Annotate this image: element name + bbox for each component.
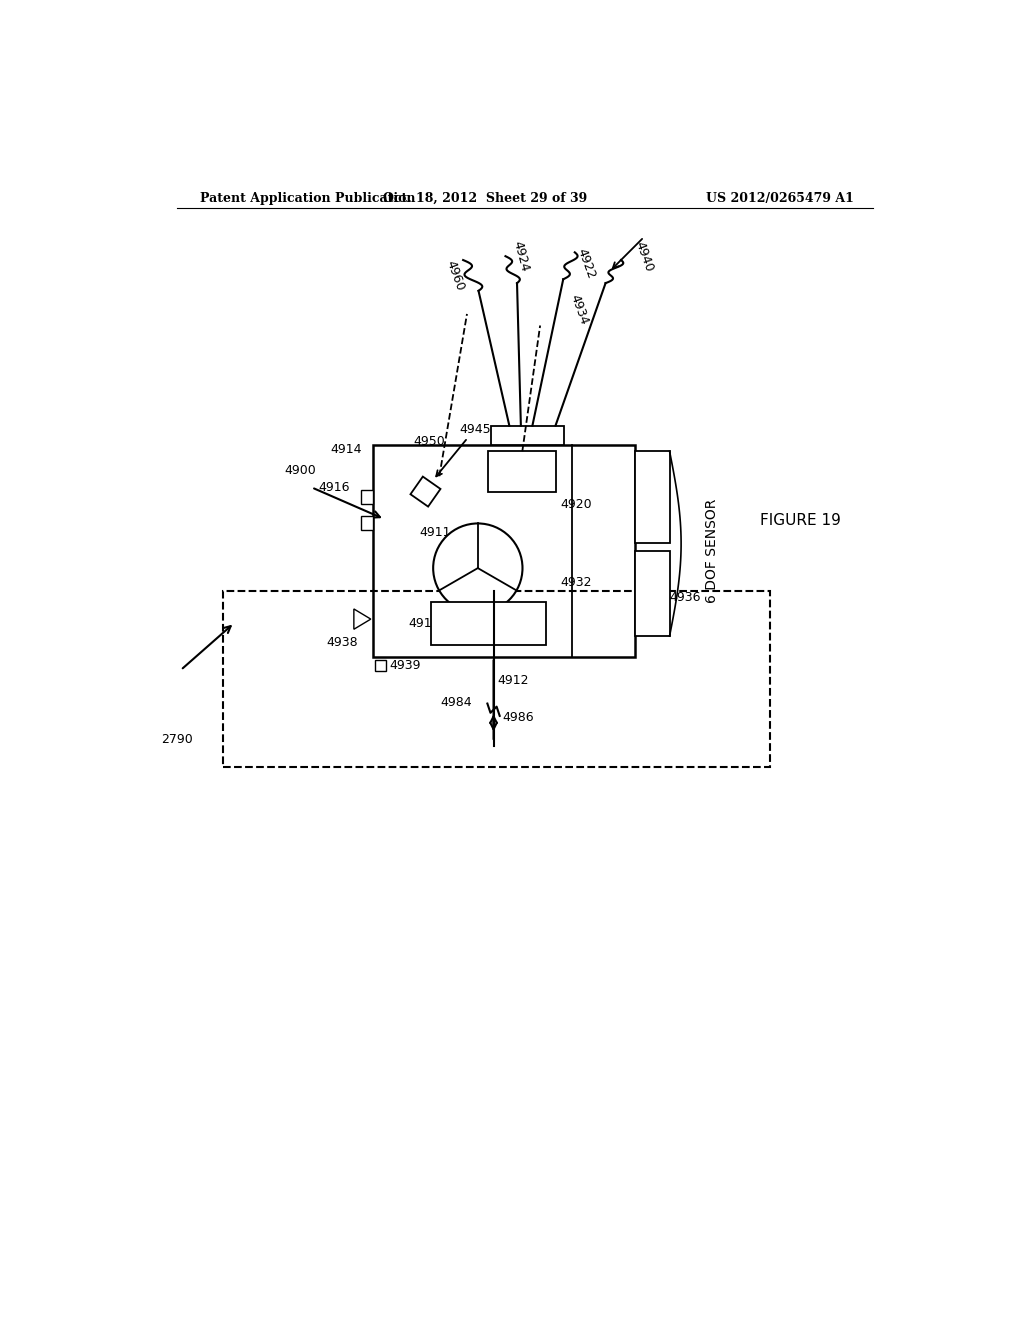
Bar — [635, 552, 670, 636]
Polygon shape — [354, 609, 371, 630]
Circle shape — [433, 524, 522, 612]
Text: 6 DOF SENSOR: 6 DOF SENSOR — [705, 499, 719, 603]
Text: 4936: 4936 — [670, 591, 700, 605]
Text: 4910: 4910 — [409, 616, 440, 630]
Text: Patent Application Publication: Patent Application Publication — [200, 191, 416, 205]
Text: 4912: 4912 — [497, 675, 528, 686]
Bar — [376, 660, 386, 671]
Bar — [490, 425, 564, 445]
Text: 4920: 4920 — [560, 498, 592, 511]
Text: 4934: 4934 — [567, 293, 590, 327]
Text: 4914: 4914 — [330, 442, 361, 455]
Text: 4916: 4916 — [318, 480, 350, 494]
Bar — [223, 591, 770, 767]
Text: 4950: 4950 — [414, 436, 445, 447]
Bar — [373, 445, 635, 657]
Text: 4984: 4984 — [440, 696, 472, 709]
Bar — [360, 491, 373, 504]
Text: 4911: 4911 — [420, 525, 452, 539]
Bar — [431, 602, 546, 644]
Text: US 2012/0265479 A1: US 2012/0265479 A1 — [707, 191, 854, 205]
Text: 4940: 4940 — [633, 239, 655, 273]
Bar — [635, 451, 670, 543]
Text: 4945: 4945 — [460, 424, 492, 437]
Bar — [360, 516, 373, 529]
Text: 2790: 2790 — [161, 733, 193, 746]
Polygon shape — [411, 477, 440, 507]
Text: 4924: 4924 — [511, 239, 531, 273]
Text: 4960: 4960 — [444, 259, 467, 293]
Text: 4922: 4922 — [574, 247, 598, 281]
Bar — [488, 451, 556, 491]
Text: 4938: 4938 — [327, 636, 358, 648]
Text: 4986: 4986 — [503, 711, 535, 723]
Text: Oct. 18, 2012  Sheet 29 of 39: Oct. 18, 2012 Sheet 29 of 39 — [383, 191, 587, 205]
Text: 4939: 4939 — [390, 659, 421, 672]
Text: FIGURE 19: FIGURE 19 — [760, 512, 841, 528]
Text: 4932: 4932 — [560, 577, 592, 590]
Text: 4900: 4900 — [284, 463, 315, 477]
